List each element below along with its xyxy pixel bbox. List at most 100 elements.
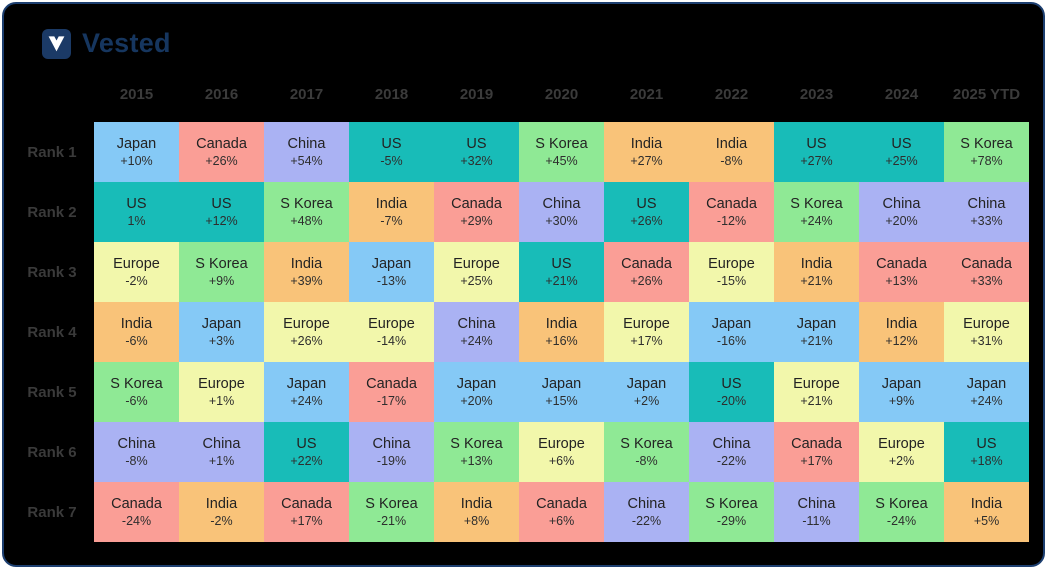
rank-label: Rank 5: [27, 383, 77, 401]
cell-return: +20%: [460, 393, 493, 408]
cell-country: India: [460, 496, 493, 512]
grid-cell: India -2%: [179, 482, 264, 542]
grid-cell: India +12%: [859, 302, 944, 362]
grid-cell: US +27%: [774, 122, 859, 182]
cell-country: US: [551, 256, 572, 272]
grid-cell: India -7%: [349, 182, 434, 242]
cell-country: China: [542, 196, 581, 212]
grid-cell: Europe +26%: [264, 302, 349, 362]
cell-return: -11%: [802, 513, 831, 528]
grid-cell: US +12%: [179, 182, 264, 242]
cell-return: -5%: [380, 153, 403, 168]
grid-cell: US +18%: [944, 422, 1029, 482]
year-label: 2023: [799, 86, 834, 103]
cell-return: -14%: [376, 333, 407, 348]
cell-country: Japan: [966, 376, 1007, 392]
cell-return: -13%: [376, 273, 407, 288]
grid-cell: S Korea -24%: [859, 482, 944, 542]
cell-return: +78%: [970, 153, 1003, 168]
cell-return: +21%: [800, 393, 833, 408]
cell-return: -7%: [380, 213, 403, 228]
grid-cell: US -20%: [689, 362, 774, 422]
cell-return: +9%: [208, 273, 235, 288]
year-label: 2017: [289, 86, 324, 103]
cell-return: +33%: [970, 213, 1003, 228]
cell-country: S Korea: [960, 136, 1013, 152]
grid-cell: Europe +17%: [604, 302, 689, 362]
year-label: 2025 YTD: [952, 86, 1021, 103]
cell-return: +31%: [970, 333, 1003, 348]
cell-return: +15%: [545, 393, 578, 408]
grid-cell: India +27%: [604, 122, 689, 182]
brand-logo: Vested: [42, 28, 171, 59]
cell-country: Europe: [453, 256, 500, 272]
rank-labels: Rank 1 Rank 2 Rank 3 Rank 4 Rank 5 Rank 6 Rank…: [4, 122, 94, 542]
cell-return: -8%: [720, 153, 743, 168]
grid-cell: Canada +26%: [179, 122, 264, 182]
cell-return: +3%: [208, 333, 235, 348]
cell-country: Canada: [111, 496, 162, 512]
grid-cell: India +21%: [774, 242, 859, 302]
cell-country: Europe: [708, 256, 755, 272]
cell-return: -12%: [716, 213, 747, 228]
grid-cell: China -22%: [689, 422, 774, 482]
cell-country: S Korea: [790, 196, 843, 212]
cell-return: +21%: [800, 273, 833, 288]
cell-return: +24%: [460, 333, 493, 348]
cell-country: US: [636, 196, 657, 212]
grid-cell: China +54%: [264, 122, 349, 182]
vested-logo-icon: [42, 28, 71, 59]
cell-country: India: [290, 256, 323, 272]
grid-cell: US +26%: [604, 182, 689, 242]
cell-country: Japan: [796, 316, 837, 332]
cell-return: +30%: [545, 213, 578, 228]
cell-return: +24%: [970, 393, 1003, 408]
grid-cell: US +25%: [859, 122, 944, 182]
year-label: 2020: [544, 86, 579, 103]
grid-cell: Europe -15%: [689, 242, 774, 302]
grid-cell: China -11%: [774, 482, 859, 542]
cell-country: Japan: [711, 316, 752, 332]
grid-cell: Canada +13%: [859, 242, 944, 302]
cell-country: US: [891, 136, 912, 152]
cell-return: +6%: [548, 453, 575, 468]
cell-country: Canada: [451, 196, 502, 212]
grid-cell: S Korea +78%: [944, 122, 1029, 182]
cell-return: +39%: [290, 273, 323, 288]
cell-return: +16%: [545, 333, 578, 348]
cell-country: China: [372, 436, 411, 452]
cell-return: -6%: [125, 393, 148, 408]
grid-cell: Canada +29%: [434, 182, 519, 242]
cell-return: -24%: [121, 513, 152, 528]
cell-country: S Korea: [535, 136, 588, 152]
cell-country: US: [721, 376, 742, 392]
cell-country: Japan: [201, 316, 242, 332]
cell-return: -8%: [125, 453, 148, 468]
rank-label: Rank 7: [27, 503, 77, 521]
grid-cell: China -8%: [94, 422, 179, 482]
cell-return: 1%: [127, 213, 146, 228]
cell-return: -2%: [210, 513, 233, 528]
cell-country: Europe: [113, 256, 160, 272]
grid-cell: US +32%: [434, 122, 519, 182]
cell-return: +1%: [208, 453, 235, 468]
grid-cell: India +5%: [944, 482, 1029, 542]
cell-return: +2%: [633, 393, 660, 408]
cell-country: India: [800, 256, 833, 272]
cell-country: China: [797, 496, 836, 512]
grid-cell: US +22%: [264, 422, 349, 482]
year-label: 2019: [459, 86, 494, 103]
cell-return: +25%: [460, 273, 493, 288]
grid-cell: Europe +21%: [774, 362, 859, 422]
grid-cell: Canada -17%: [349, 362, 434, 422]
cell-return: +21%: [545, 273, 578, 288]
rank-label: Rank 4: [27, 323, 77, 341]
cell-return: -21%: [376, 513, 407, 528]
cell-country: Japan: [456, 376, 497, 392]
cell-country: Europe: [538, 436, 585, 452]
grid-cell: S Korea +13%: [434, 422, 519, 482]
grid-cell: Japan +9%: [859, 362, 944, 422]
grid-cell: Europe +1%: [179, 362, 264, 422]
rank-label: Rank 3: [27, 263, 77, 281]
cell-return: +18%: [970, 453, 1003, 468]
